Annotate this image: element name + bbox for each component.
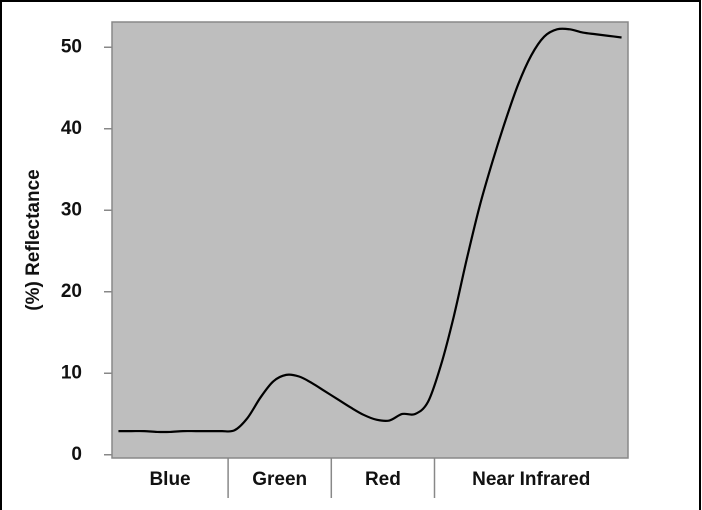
- plot-area: [111, 21, 629, 459]
- reflectance-line: [118, 27, 622, 434]
- y-tick-label: 0: [71, 444, 82, 465]
- y-axis-label: (%) Reflectance: [23, 169, 44, 311]
- x-band-label: Green: [252, 469, 307, 490]
- x-band-label: Red: [365, 469, 401, 490]
- y-tick-label: 50: [61, 36, 82, 57]
- x-band-label: Blue: [149, 469, 190, 490]
- y-tick-label: 30: [61, 199, 82, 220]
- y-tick-label: 40: [61, 118, 82, 139]
- y-tick-label: 20: [61, 281, 82, 302]
- y-tick-label: 10: [61, 362, 82, 383]
- x-band-label: Near Infrared: [472, 469, 590, 490]
